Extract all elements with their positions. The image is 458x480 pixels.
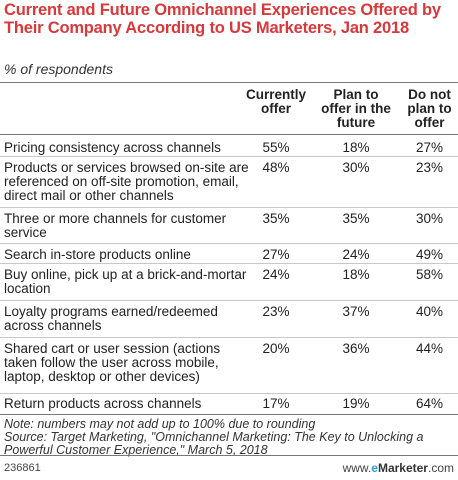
table-cell: 24% [262,267,290,282]
row-separator [0,337,458,338]
row-label: Pricing consistency across channels [4,140,221,155]
table-cell: 49% [415,247,444,262]
brand-logo: www.eMarketer.com [342,461,454,475]
table-cell: 37% [342,304,370,319]
table-cell: 27% [415,140,444,155]
column-header-currently-offer: Currently offer [245,87,306,116]
table-cell: 27% [262,247,290,262]
table-cell: 58% [415,267,444,282]
table-cell: 44% [415,341,444,356]
table-cell: 23% [262,304,290,319]
row-label: Buy online, pick up at a brick-and-morta… [4,267,247,296]
row-separator [0,263,458,264]
row-label: Loyalty programs earned/redeemed across … [4,304,218,333]
footer-rule [0,455,458,456]
table-cell: 30% [415,211,444,226]
row-label: Return products across channels [4,396,202,411]
table-bottom-rule [0,414,458,415]
row-label: Shared cart or user session (actions tak… [4,341,221,384]
table-cell: 30% [342,160,370,175]
row-separator [0,243,458,244]
chart-title: Current and Future Omnichannel Experienc… [4,1,441,37]
table-cell: 23% [415,160,444,175]
table-cell: 55% [262,140,290,155]
row-separator [0,156,458,157]
column-header-do-not-plan: Do not plan to offer [407,87,452,130]
column-header-plan-to-offer: Plan to offer in the future [321,87,391,130]
row-separator [0,300,458,301]
table-cell: 18% [342,267,370,282]
table-cell: 40% [415,304,444,319]
chart-source: Source: Target Marketing, "Omnichannel M… [4,430,424,457]
row-label: Search in-store products online [4,247,191,262]
table-cell: 48% [262,160,290,175]
table-cell: 64% [415,396,444,411]
table-cell: 19% [342,396,370,411]
header-top-rule [0,82,458,83]
table-cell: 20% [262,341,290,356]
table-cell: 35% [342,211,370,226]
row-separator [0,393,458,394]
table-cell: 24% [342,247,370,262]
chart-note-block: Note: numbers may not add up to 100% due… [4,418,458,457]
table-cell: 35% [262,211,290,226]
row-separator [0,207,458,208]
row-label: Products or services browsed on-site are… [4,160,249,203]
table-cell: 18% [342,140,370,155]
chart-subtitle: % of respondents [4,61,113,77]
header-bottom-rule [0,134,458,135]
chart-note: Note: numbers may not add up to 100% due… [4,417,316,431]
table-cell: 36% [342,341,370,356]
row-label: Three or more channels for customer serv… [4,211,227,240]
chart-id: 236861 [4,462,41,474]
table-cell: 17% [262,396,290,411]
